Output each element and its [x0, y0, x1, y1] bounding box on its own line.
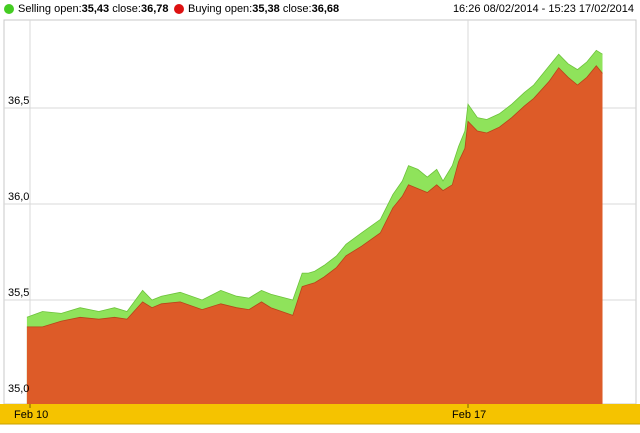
legend: Selling open: 35,43 close: 36,78 Buying op…: [0, 0, 640, 20]
buying-close-value: 36,68: [311, 3, 340, 15]
selling-open-value: 35,43: [81, 3, 110, 15]
legend-item-selling[interactable]: Selling open: 35,43 close: 36,78: [4, 3, 169, 15]
y-tick-label: 35,5: [8, 287, 29, 299]
y-tick-label: 36,5: [8, 95, 29, 107]
series-line-buying: [26, 65, 603, 328]
x-axis-band: [0, 404, 640, 424]
selling-close-value: 36,78: [140, 3, 169, 15]
buying-dot-icon: [174, 4, 184, 14]
buying-label: Buying: [188, 3, 222, 15]
selling-close-label: close:: [112, 3, 141, 15]
buying-close-label: close:: [282, 3, 312, 15]
selling-label: Selling: [18, 3, 52, 15]
series-areas: [26, 49, 603, 405]
axis: 35,0 35,5 36,0 36,5 Feb 10 Feb 17: [0, 95, 640, 425]
buying-open-label: open:: [224, 3, 253, 15]
x-tick-label: Feb 10: [14, 409, 48, 421]
y-tick-label: 36,0: [8, 191, 29, 203]
selling-open-label: open:: [54, 3, 82, 15]
x-tick-label: Feb 17: [452, 409, 486, 421]
selling-dot-icon: [4, 4, 14, 14]
series-area-buying: [26, 65, 603, 405]
legend-item-buying[interactable]: Buying open: 35,38 close: 36,68: [174, 3, 339, 15]
y-tick-label: 35,0: [8, 383, 29, 395]
series-line-selling: [26, 49, 603, 318]
date-range: 16:26 08/02/2014 - 15:23 17/02/2014: [452, 3, 634, 15]
buying-open-value: 35,38: [252, 3, 280, 15]
